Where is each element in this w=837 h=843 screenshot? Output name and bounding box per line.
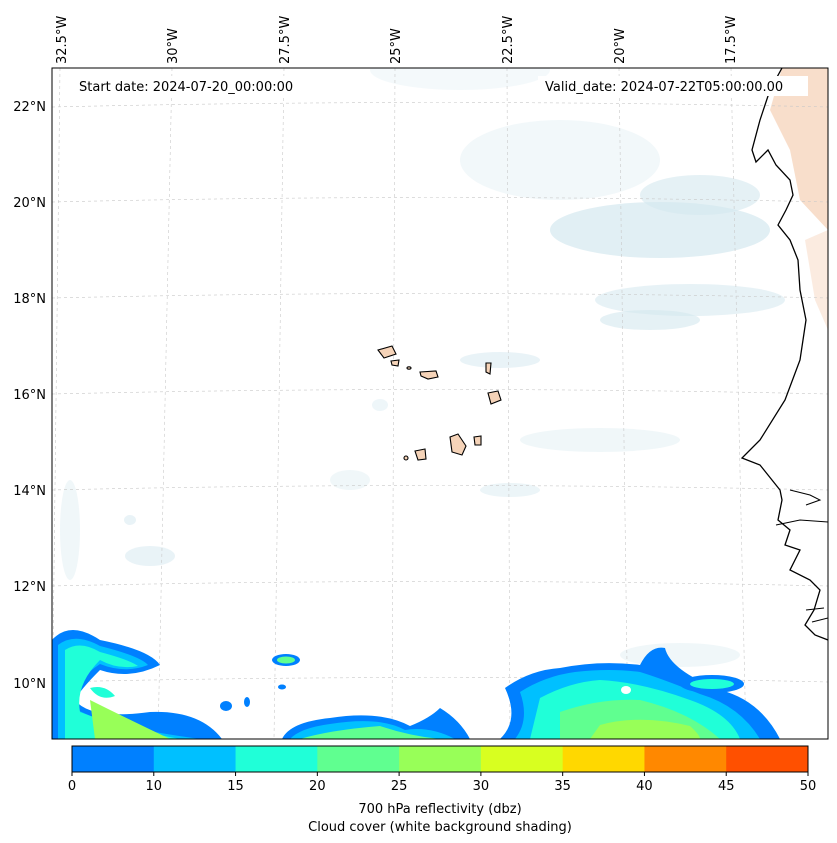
- land-temperature-shading: [770, 68, 828, 330]
- colorbar-segment: [562, 746, 645, 772]
- lat-label: 12°N: [13, 580, 46, 595]
- colorbar-tick-label: 45: [718, 779, 735, 794]
- colorbar-segment: [153, 746, 237, 772]
- valid-date-box: [538, 76, 808, 96]
- colorbar-tick-label: 15: [227, 779, 244, 794]
- colorbar: [71, 745, 809, 773]
- lon-label: 27.5°W: [278, 16, 293, 64]
- start-date-label: Start date: 2024-07-20_00:00:00: [79, 80, 293, 95]
- lat-label: 18°N: [13, 292, 46, 307]
- colorbar-segment: [72, 746, 155, 772]
- lon-label: 25°W: [389, 28, 404, 64]
- map-frame: [51, 67, 829, 740]
- colorbar-segment: [399, 746, 482, 772]
- colorbar-tick-label: 50: [800, 779, 817, 794]
- colorbar-label: 700 hPa reflectivity (dbz): [358, 802, 521, 817]
- reflectivity-contours: [52, 630, 780, 739]
- coastal-detail: [775, 489, 828, 623]
- lat-label: 16°N: [13, 388, 46, 403]
- start-date-box: [72, 76, 316, 96]
- lon-label: 32.5°W: [55, 16, 70, 64]
- latitude-labels: 22°N 20°N 18°N 16°N 14°N 12°N 10°N: [13, 100, 46, 692]
- gridlines: [52, 68, 828, 739]
- lat-label: 20°N: [13, 196, 46, 211]
- map-panel: [52, 68, 828, 739]
- colorbar-segment: [235, 746, 318, 772]
- colorbar-sublabel: Cloud cover (white background shading): [308, 820, 572, 835]
- lon-label: 22.5°W: [501, 16, 516, 64]
- colorbar-segment: [644, 746, 727, 772]
- longitude-labels: 32.5°W 30°W 27.5°W 25°W 22.5°W 20°W 17.5…: [55, 16, 739, 64]
- colorbar-tick-label: 25: [391, 779, 408, 794]
- lat-label: 10°N: [13, 677, 46, 692]
- colorbar-tick-label: 30: [473, 779, 490, 794]
- colorbar-segment: [726, 746, 809, 772]
- lon-label: 30°W: [166, 28, 181, 64]
- lon-label: 17.5°W: [724, 16, 739, 64]
- colorbar-ticks: 0 10 15 20 25 30 35 40 45 50: [68, 772, 816, 794]
- colorbar-tick-label: 35: [554, 779, 571, 794]
- african-coastline: [740, 68, 828, 641]
- lat-label: 14°N: [13, 484, 46, 499]
- cape-verde-islands: [377, 345, 502, 461]
- colorbar-segment: [317, 746, 400, 772]
- colorbar-segment: [480, 746, 564, 772]
- valid-date-label: Valid_date: 2024-07-22T05:00:00.00: [545, 80, 783, 95]
- colorbar-tick-label: 10: [146, 779, 163, 794]
- lon-label: 20°W: [613, 28, 628, 64]
- colorbar-frame: [71, 745, 809, 773]
- colorbar-tick-label: 0: [68, 779, 76, 794]
- colorbar-tick-label: 20: [309, 779, 326, 794]
- lat-label: 22°N: [13, 100, 46, 115]
- colorbar-tick-label: 40: [636, 779, 653, 794]
